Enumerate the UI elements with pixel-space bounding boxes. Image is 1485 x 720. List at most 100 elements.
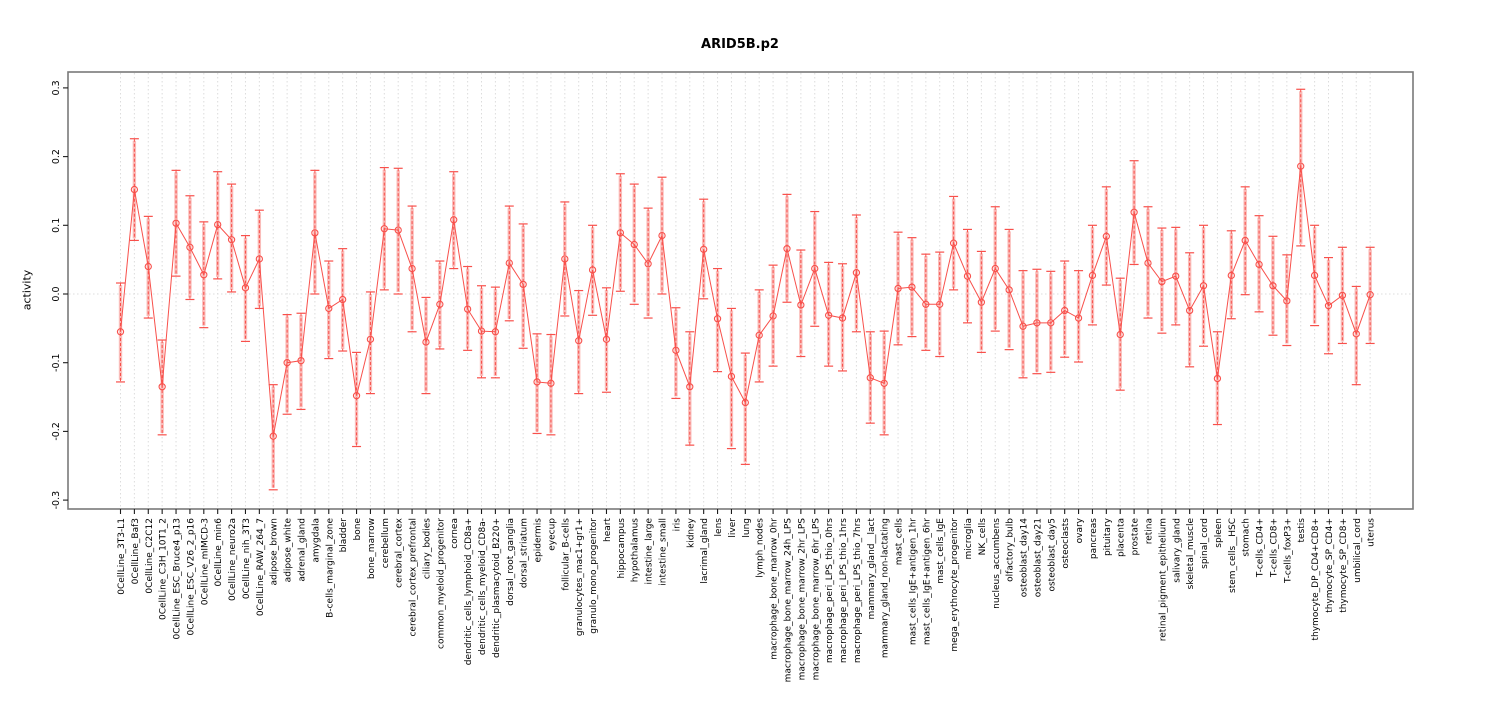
x-tick-label: 0CellLine_mIMCD-3 <box>200 518 210 605</box>
error-bar <box>643 207 653 319</box>
data-point <box>991 264 999 273</box>
error-bar <box>990 206 1000 332</box>
data-point <box>977 298 986 306</box>
error-bar <box>1060 260 1070 358</box>
data-point <box>949 239 958 247</box>
x-tick-label: lung <box>742 518 752 538</box>
x-tick-label: pancreas <box>1089 518 1099 559</box>
data-point <box>575 337 583 345</box>
x-tick-label: retinal_pigment_epithelium <box>1158 518 1168 641</box>
data-point <box>727 372 736 381</box>
data-point <box>1144 259 1152 267</box>
error-bar <box>1365 246 1375 345</box>
error-bar <box>518 223 528 349</box>
error-bar <box>935 251 945 358</box>
error-bar <box>1212 331 1222 426</box>
x-tick-label: bone_marrow <box>367 518 377 579</box>
data-point <box>116 328 125 336</box>
x-tick-label: 0CellLine_neuro2a <box>228 518 238 601</box>
error-bar <box>685 331 695 446</box>
data-point <box>408 264 416 273</box>
x-axis: 0CellLine_3T3-L1 0CellLine_Baf3 0CellLine_… <box>117 509 1377 682</box>
y-tick-label: -0.2 <box>51 422 62 441</box>
error-bar <box>296 312 306 411</box>
x-tick-label: spinal_cord <box>1200 518 1210 569</box>
data-point <box>352 392 361 400</box>
error-bar <box>1268 235 1278 336</box>
data-point <box>1310 271 1319 280</box>
error-bar <box>1157 227 1167 334</box>
error-bar <box>796 249 806 358</box>
x-tick-label: thymocyte_SP_CD8+ <box>1339 518 1349 613</box>
x-tick-label: eyecup <box>547 518 557 551</box>
data-point <box>380 225 388 233</box>
error-bar <box>282 314 292 415</box>
data-point <box>908 283 916 291</box>
x-tick-label: macrophage_bone_marrow_0hr <box>770 518 780 660</box>
x-tick-label: common_myeloid_progenitor <box>436 518 446 649</box>
error-bar <box>1310 224 1320 327</box>
data-point <box>1102 232 1110 240</box>
x-tick-label: dorsal_root_ganglia <box>506 518 516 606</box>
data-point <box>1116 330 1124 339</box>
data-point <box>824 311 833 319</box>
error-bar <box>726 307 736 450</box>
error-bar <box>240 235 250 343</box>
error-bar <box>254 209 264 310</box>
error-bar <box>588 224 598 316</box>
error-bar <box>1240 186 1250 296</box>
data-point <box>1269 282 1277 290</box>
data-point <box>1352 330 1360 338</box>
error-bar <box>532 333 542 435</box>
x-tick-label: T-cells_CD4+ <box>1256 518 1266 578</box>
error-bar <box>740 352 750 465</box>
data-point <box>1324 302 1333 310</box>
y-tick-label: 0.2 <box>51 149 62 164</box>
x-tick-label: ciliary_bodies <box>422 518 432 579</box>
x-tick-label: thymocyte_DP_CD4+CD8+ <box>1311 518 1321 641</box>
data-point <box>838 314 847 322</box>
error-bar <box>324 260 334 360</box>
data-point <box>1130 208 1138 216</box>
x-tick-label: retina <box>1144 518 1154 544</box>
error-bar <box>379 166 389 291</box>
error-bar <box>490 286 500 379</box>
data-point <box>214 220 222 229</box>
x-tick-label: dorsal_striatum <box>520 518 530 588</box>
x-tick-label: B-cells_marginal_zone <box>325 518 335 618</box>
error-bar <box>754 289 764 383</box>
x-tick-label: hypothalamus <box>631 518 641 582</box>
data-point <box>200 271 208 279</box>
data-point <box>283 359 291 367</box>
x-tick-label: 0CellLine_ESC_V26_2_p16 <box>186 518 196 636</box>
data-point <box>255 255 263 263</box>
data-point <box>630 240 638 249</box>
x-tick-label: heart <box>603 518 613 542</box>
error-bar <box>782 193 792 303</box>
x-tick-label: placenta <box>1117 518 1127 557</box>
x-tick-label: epidermis <box>534 518 544 563</box>
error-bar <box>227 183 237 293</box>
error-bar <box>1296 88 1306 247</box>
data-point <box>1185 306 1194 315</box>
data-point <box>741 398 749 407</box>
data-point <box>1158 277 1166 286</box>
error-bar <box>768 264 778 367</box>
error-bar <box>1337 246 1347 345</box>
error-bar <box>143 215 153 319</box>
x-tick-label: mammary_gland_non-lactating <box>881 518 891 658</box>
error-bar <box>1129 160 1139 266</box>
data-point <box>658 231 666 240</box>
data-point <box>700 245 708 253</box>
error-bar <box>574 289 584 395</box>
error-bar <box>713 267 723 373</box>
x-tick-label: osteoblast_day5 <box>1047 518 1057 592</box>
x-tick-label: stomach <box>1242 518 1252 557</box>
error-bar <box>1004 228 1014 351</box>
x-tick-label: macrophage_peri_LPS_thio_0hrs <box>825 518 835 663</box>
data-point <box>1033 319 1041 327</box>
x-tick-label: thymocyte_SP_CD4+ <box>1325 518 1335 613</box>
data-point <box>366 335 375 343</box>
